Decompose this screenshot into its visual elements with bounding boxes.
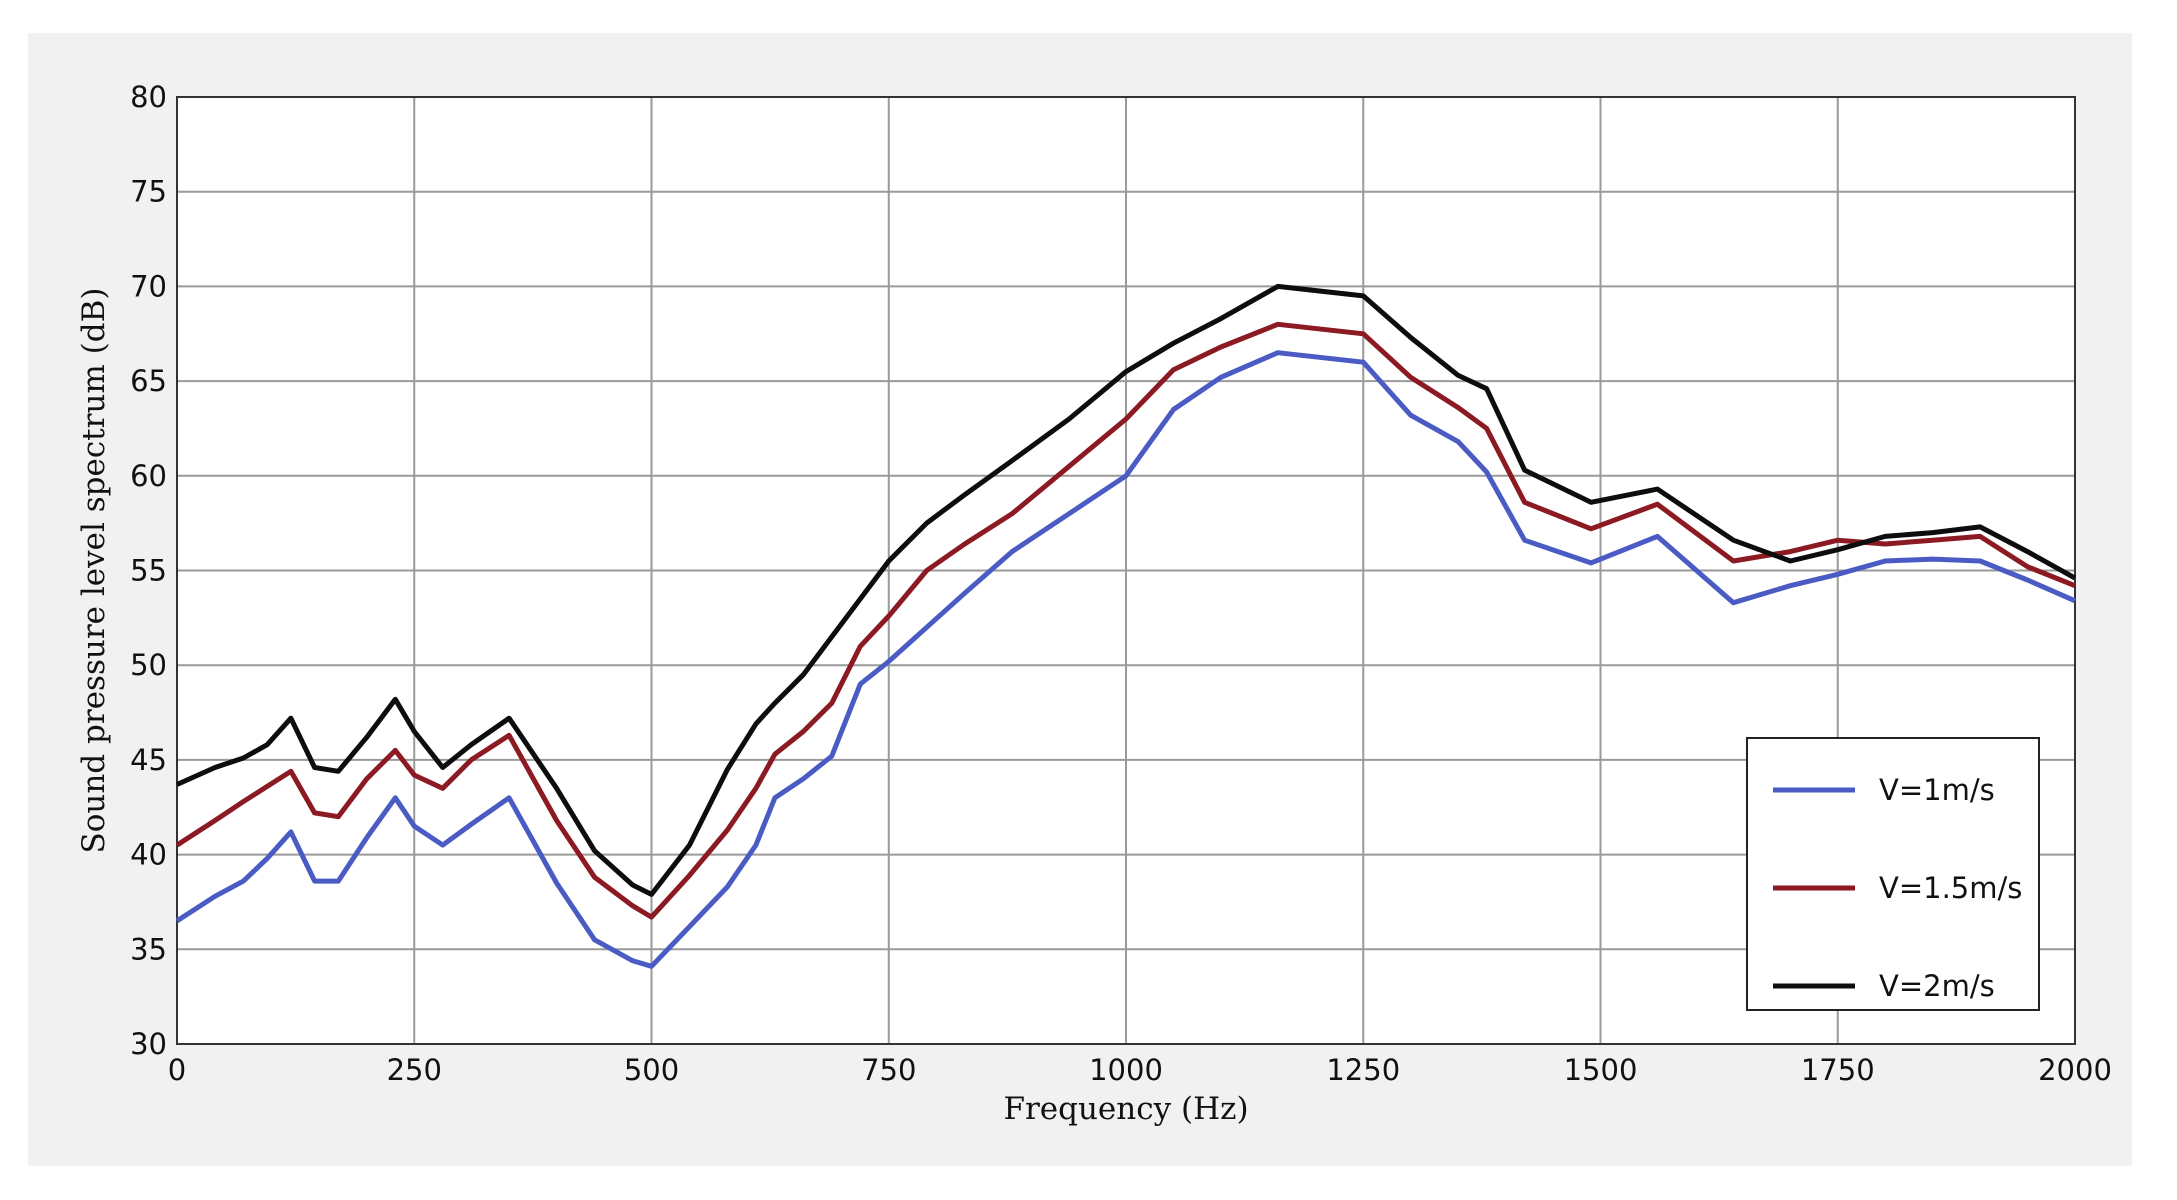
x-tick-label: 0 [168,1053,186,1087]
y-axis-label: Sound pressure level spectrum (dB) [76,288,112,854]
legend-box [1746,737,2040,1011]
series-line-2 [175,321,2076,920]
y-tick-label: 70 [130,269,167,303]
x-tick-label: 1000 [1089,1053,1163,1087]
y-tick-labels: 30 35 40 45 50 55 60 65 70 75 80 [130,80,167,1061]
series-line-3 [175,283,2077,897]
y-tick-label: 35 [130,932,167,966]
y-tick-label: 50 [130,648,167,682]
x-tick-label: 1750 [1801,1053,1875,1087]
x-tick-label: 500 [624,1053,679,1087]
plot-area [176,96,2076,1045]
x-tick-label: 1250 [1326,1053,1400,1087]
legend: V=1m/s V=1.5m/s V=2m/s [1746,737,2040,1011]
legend-entry: V=1m/s [1879,773,1995,807]
x-tick-labels: 0 250 500 750 1000 1250 1500 1750 2000 [168,1053,2112,1087]
y-tick-label: 80 [130,80,167,114]
series-line-1 [175,350,2077,969]
y-tick-label: 40 [130,838,167,872]
legend-entry: V=2m/s [1879,969,1995,1003]
y-tick-label: 75 [130,175,167,209]
x-tick-label: 1500 [1564,1053,1638,1087]
y-tick-label: 55 [130,554,167,588]
x-axis-label: Frequency (Hz) [1003,1091,1248,1127]
x-tick-label: 750 [861,1053,916,1087]
y-tick-label: 30 [130,1027,167,1061]
x-tick-label: 2000 [2038,1053,2112,1087]
legend-entry: V=1.5m/s [1879,871,2022,905]
series-lines [175,283,2077,969]
y-tick-label: 45 [130,743,167,777]
x-tick-label: 250 [387,1053,442,1087]
y-tick-label: 65 [130,364,167,398]
y-tick-label: 60 [130,459,167,493]
